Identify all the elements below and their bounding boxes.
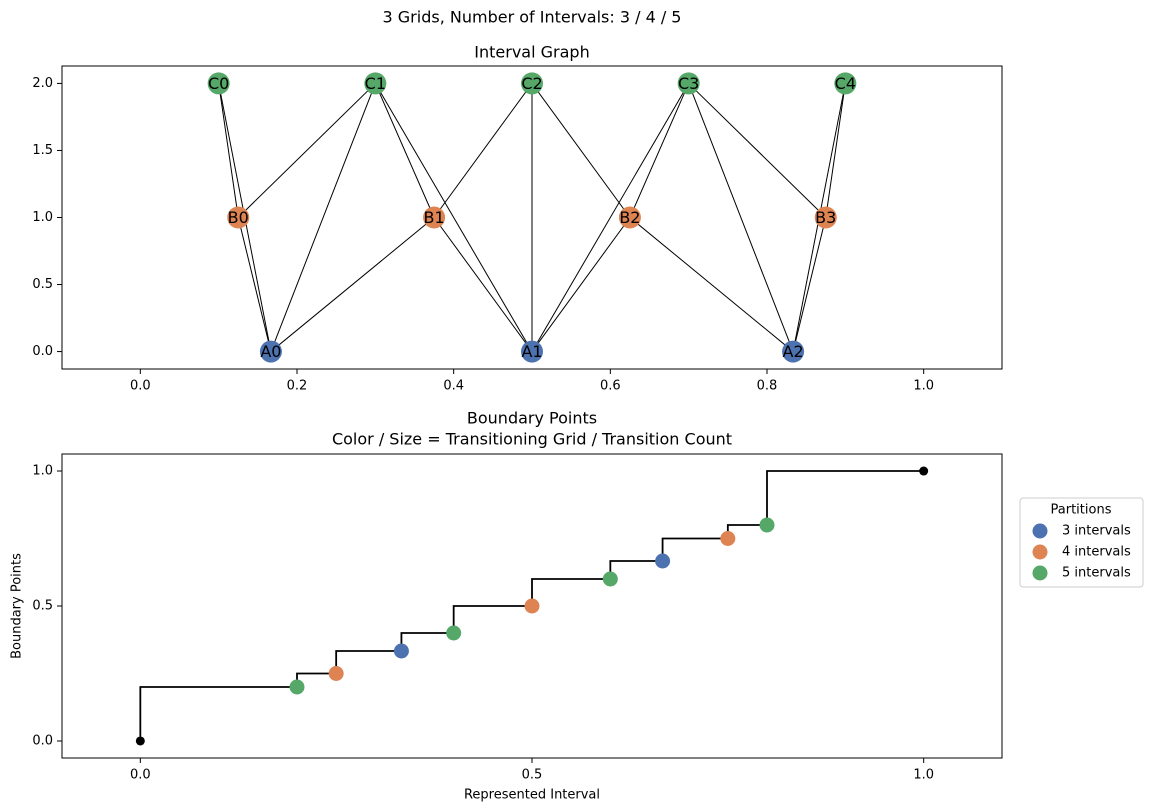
node xyxy=(364,72,387,95)
point xyxy=(446,625,462,641)
x-tick-label: 0.4 xyxy=(443,379,464,394)
node-label: B0 xyxy=(228,208,249,227)
point xyxy=(328,665,344,681)
node-label: C3 xyxy=(678,74,699,93)
x-tick-label: 0.0 xyxy=(130,379,151,394)
legend-label: 4 intervals xyxy=(1062,545,1131,560)
node xyxy=(677,72,700,95)
y-tick-label: 0.5 xyxy=(32,599,53,614)
node xyxy=(521,72,543,95)
node-label: C1 xyxy=(365,74,386,93)
node-label: B2 xyxy=(619,208,640,227)
edge xyxy=(688,83,794,352)
y-tick-label: 0.0 xyxy=(32,733,53,748)
x-tick-label: 1.0 xyxy=(913,768,934,783)
edge xyxy=(237,83,376,218)
node-label: C4 xyxy=(835,74,856,93)
y-tick-label: 2.0 xyxy=(32,76,53,91)
legend-label: 5 intervals xyxy=(1062,566,1131,581)
edge xyxy=(629,217,794,352)
edge xyxy=(237,217,272,352)
point xyxy=(524,598,540,614)
plot-frame xyxy=(61,65,1003,370)
point xyxy=(393,643,409,659)
chart-title: Boundary Points xyxy=(467,409,597,428)
legend-marker xyxy=(1032,544,1048,560)
node-label: B3 xyxy=(815,208,836,227)
edge xyxy=(792,217,827,352)
chart-subtitle: Color / Size = Transitioning Grid / Tran… xyxy=(332,430,732,449)
y-tick-label: 1.0 xyxy=(32,464,53,479)
figure-title: 3 Grids, Number of Intervals: 3 / 4 / 5 xyxy=(383,8,682,27)
x-tick-label: 1.0 xyxy=(913,379,934,394)
x-tick-label: 0.6 xyxy=(600,379,621,394)
node xyxy=(618,206,641,229)
legend-box xyxy=(1019,497,1144,588)
point xyxy=(759,517,775,533)
point xyxy=(655,553,671,569)
edge xyxy=(688,83,827,218)
edge xyxy=(270,217,435,352)
x-tick-label: 0.2 xyxy=(287,379,308,394)
node xyxy=(834,72,857,95)
node-label: B1 xyxy=(424,208,445,227)
node xyxy=(521,340,543,363)
point xyxy=(720,531,736,547)
edge xyxy=(374,83,533,352)
legend-label: 3 intervals xyxy=(1062,524,1131,539)
edge xyxy=(531,217,631,352)
edge xyxy=(270,83,376,352)
edge xyxy=(629,83,690,218)
edge xyxy=(433,83,533,218)
y-tick-label: 0.0 xyxy=(32,344,53,359)
x-axis-label: Represented Interval xyxy=(464,788,600,803)
node-label: A1 xyxy=(521,342,542,361)
endpoint xyxy=(135,736,145,746)
node xyxy=(423,206,446,229)
edge xyxy=(374,83,435,218)
node xyxy=(227,206,250,229)
edge xyxy=(825,83,846,218)
y-tick-label: 1.0 xyxy=(32,210,53,225)
node xyxy=(207,72,230,95)
plot-frame xyxy=(61,453,1003,759)
node xyxy=(782,340,805,363)
point xyxy=(289,679,305,695)
y-tick-label: 1.5 xyxy=(32,143,53,158)
edge xyxy=(433,217,533,352)
legend-title: Partitions xyxy=(1051,503,1112,518)
node xyxy=(814,206,837,229)
chart-title: Interval Graph xyxy=(474,43,589,62)
x-tick-label: 0.5 xyxy=(522,768,543,783)
node-label: C2 xyxy=(521,74,542,93)
node xyxy=(259,340,282,363)
edge xyxy=(531,83,690,352)
x-tick-label: 0.8 xyxy=(757,379,778,394)
endpoint xyxy=(919,466,929,476)
x-tick-label: 0.0 xyxy=(130,768,151,783)
node-label: A2 xyxy=(783,342,804,361)
point xyxy=(602,571,618,587)
edge xyxy=(531,83,631,218)
edge xyxy=(218,83,239,218)
y-tick-label: 0.5 xyxy=(32,277,53,292)
node-label: C0 xyxy=(208,74,229,93)
legend-marker xyxy=(1032,565,1048,581)
legend-marker xyxy=(1032,523,1048,539)
node-label: A0 xyxy=(260,342,281,361)
y-axis-label: Boundary Points xyxy=(10,553,25,659)
